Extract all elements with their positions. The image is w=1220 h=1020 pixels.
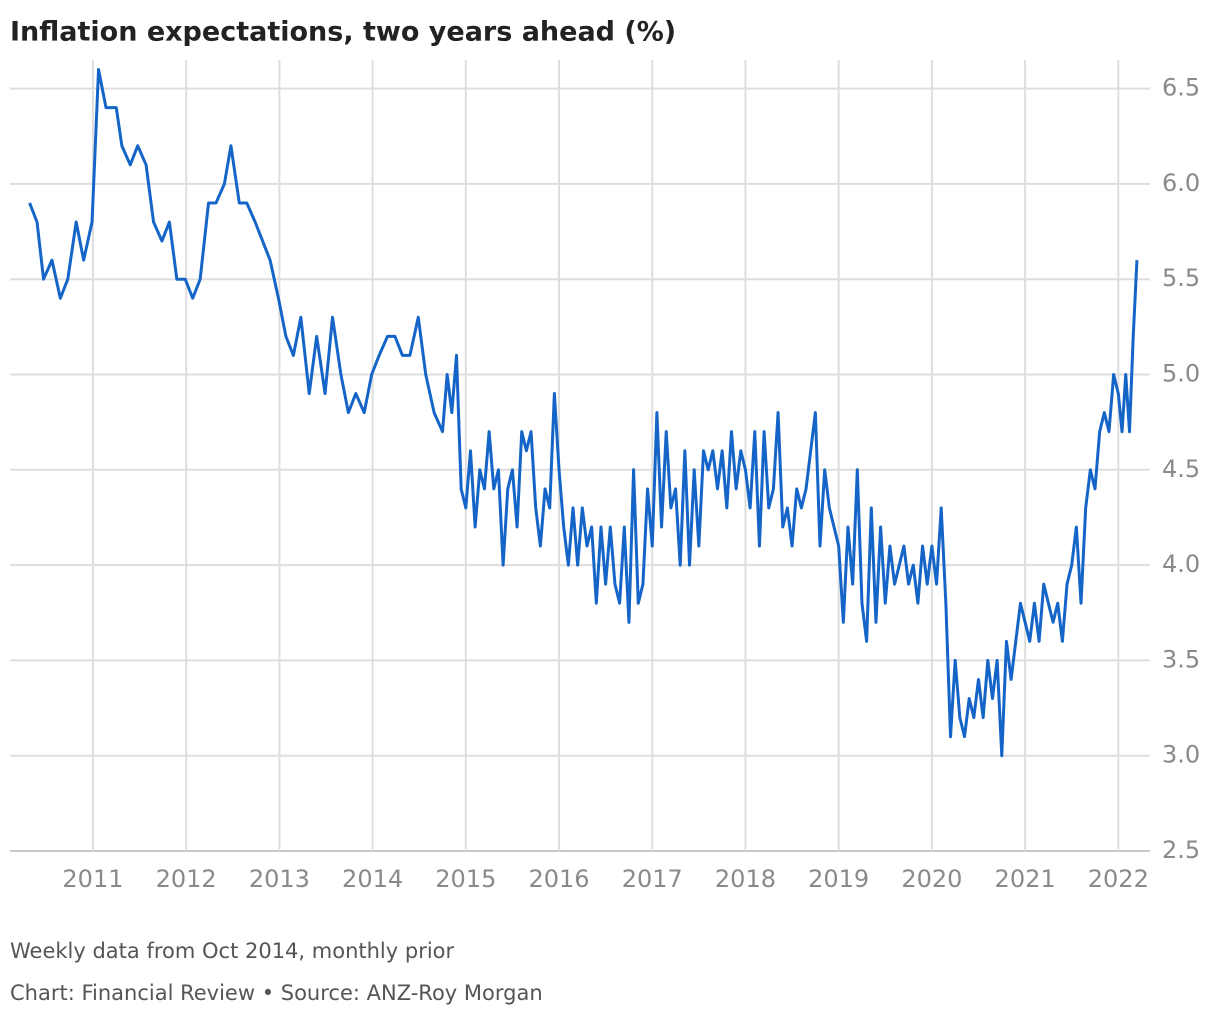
x-tick-label: 2013 bbox=[249, 865, 310, 893]
y-tick-label: 2.5 bbox=[1162, 836, 1200, 864]
chart-source: Chart: Financial Review • Source: ANZ-Ro… bbox=[10, 981, 543, 1005]
x-tick-label: 2022 bbox=[1088, 865, 1149, 893]
y-tick-label: 5.5 bbox=[1162, 264, 1200, 292]
x-tick-label: 2015 bbox=[435, 865, 496, 893]
x-tick-label: 2018 bbox=[715, 865, 776, 893]
y-tick-label: 4.5 bbox=[1162, 455, 1200, 483]
x-tick-label: 2021 bbox=[995, 865, 1056, 893]
y-tick-label: 3.5 bbox=[1162, 645, 1200, 673]
x-tick-label: 2016 bbox=[528, 865, 589, 893]
data-line bbox=[28, 68, 1139, 758]
y-tick-label: 6.0 bbox=[1162, 169, 1200, 197]
x-tick-label: 2017 bbox=[622, 865, 683, 893]
chart-note: Weekly data from Oct 2014, monthly prior bbox=[10, 939, 455, 963]
x-tick-label: 2012 bbox=[156, 865, 217, 893]
y-tick-label: 6.5 bbox=[1162, 74, 1200, 102]
chart-title: Inflation expectations, two years ahead … bbox=[10, 17, 676, 48]
x-tick-label: 2011 bbox=[62, 865, 123, 893]
x-tick-label: 2019 bbox=[808, 865, 869, 893]
y-tick-label: 4.0 bbox=[1162, 550, 1200, 578]
y-tick-label: 5.0 bbox=[1162, 359, 1200, 387]
x-tick-label: 2020 bbox=[901, 865, 962, 893]
y-tick-label: 3.0 bbox=[1162, 741, 1200, 769]
x-tick-label: 2014 bbox=[342, 865, 403, 893]
